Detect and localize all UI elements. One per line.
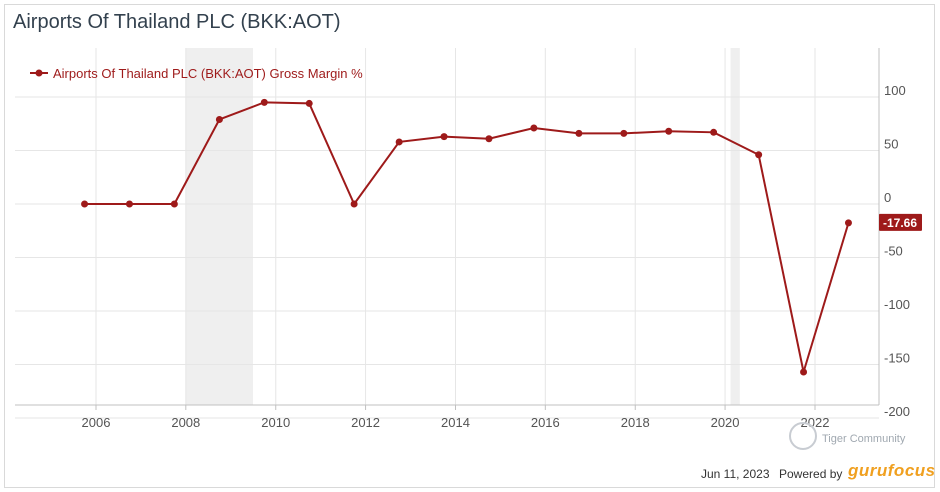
legend-marker xyxy=(35,69,43,77)
x-tick-label-6: 2018 xyxy=(621,415,650,430)
data-point-0-7 xyxy=(395,138,403,146)
axes xyxy=(15,48,880,406)
data-point-0-5 xyxy=(305,99,313,107)
footer-date: Jun 11, 2023 xyxy=(701,467,770,481)
data-point-0-11 xyxy=(575,129,583,137)
gurufocus-logo[interactable]: gurufocus xyxy=(848,461,936,480)
recession-shading xyxy=(185,48,740,405)
powered-by-label: Powered by xyxy=(779,467,843,481)
data-point-0-9 xyxy=(485,135,493,143)
data-point-0-12 xyxy=(620,129,628,137)
data-point-0-15 xyxy=(755,151,763,159)
x-tick-label-5: 2016 xyxy=(531,415,560,430)
data-point-0-0 xyxy=(81,200,89,208)
y-tick-label-4: -100 xyxy=(884,297,910,312)
data-point-0-8 xyxy=(440,133,448,141)
data-point-0-6 xyxy=(350,200,358,208)
x-tick-label-4: 2014 xyxy=(441,415,470,430)
tiger-community-logo-icon xyxy=(789,422,817,450)
data-point-0-17 xyxy=(844,219,852,227)
data-point-0-10 xyxy=(530,124,538,132)
last-value-badge: -17.66 xyxy=(879,213,922,231)
page-title: Airports Of Thailand PLC (BKK:AOT) xyxy=(13,11,341,33)
x-tick-label-0: 2006 xyxy=(82,415,111,430)
series-group xyxy=(81,98,852,376)
shaded-range-1 xyxy=(730,48,740,405)
last-value-label: -17.66 xyxy=(883,216,917,230)
watermark-text: Tiger Community xyxy=(822,433,906,445)
shaded-range-0 xyxy=(185,48,253,405)
x-tick-label-3: 2012 xyxy=(351,415,380,430)
y-axis-ticks: 100 50 0 -50 -100 -150 -200 xyxy=(884,83,910,419)
data-point-0-1 xyxy=(125,200,133,208)
y-tick-label-1: 50 xyxy=(884,137,898,152)
series-line-0 xyxy=(84,101,850,373)
data-point-0-16 xyxy=(800,368,808,376)
y-tick-label-6: -200 xyxy=(884,404,910,419)
data-point-0-4 xyxy=(260,98,268,106)
data-point-0-2 xyxy=(170,200,178,208)
y-tick-label-2: 0 xyxy=(884,190,891,205)
last-value-badge-bg xyxy=(879,213,922,231)
x-axis-ticks: 2006 2008 2010 2012 2014 2016 2018 2020 2022 xyxy=(82,405,829,430)
y-tick-label-0: 100 xyxy=(884,83,906,98)
data-point-0-14 xyxy=(710,128,718,136)
y-tick-label-3: -50 xyxy=(884,244,903,259)
x-tick-label-7: 2020 xyxy=(711,415,740,430)
x-tick-label-1: 2008 xyxy=(171,415,200,430)
data-point-0-13 xyxy=(665,127,673,135)
legend-label: Airports Of Thailand PLC (BKK:AOT) Gross… xyxy=(53,66,363,81)
chart-frame xyxy=(4,4,935,488)
grid-lines xyxy=(15,48,879,419)
data-point-0-3 xyxy=(215,115,223,123)
legend[interactable]: Airports Of Thailand PLC (BKK:AOT) Gross… xyxy=(30,66,363,81)
y-tick-label-5: -150 xyxy=(884,351,910,366)
x-tick-label-2: 2010 xyxy=(261,415,290,430)
